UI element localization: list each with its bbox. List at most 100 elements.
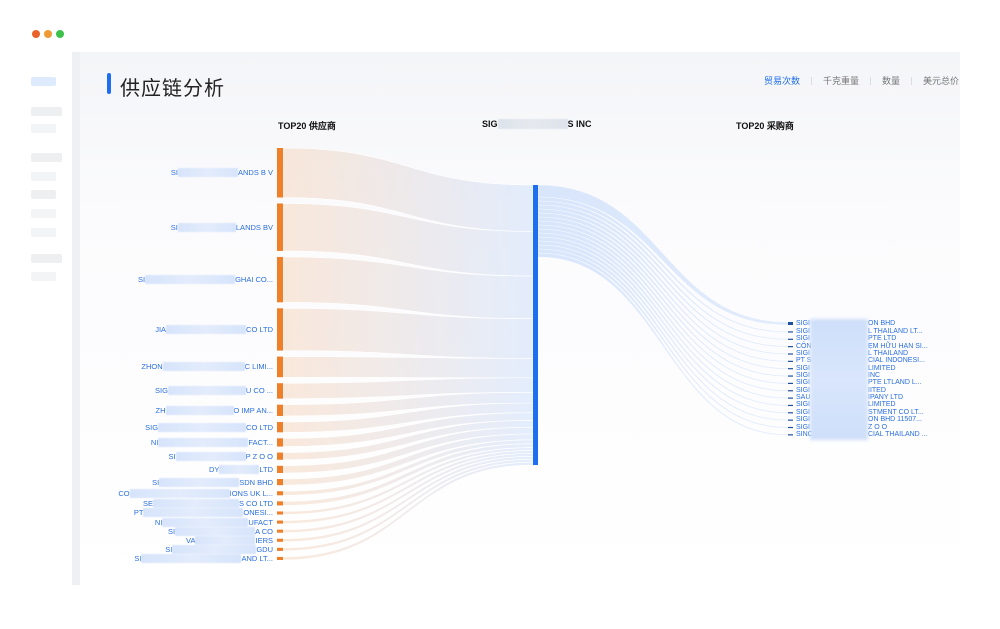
supplier-label[interactable]: JIA CO LTD bbox=[155, 324, 273, 334]
supplier-label[interactable]: SI LANDS BV bbox=[171, 222, 273, 232]
buyer-node[interactable] bbox=[788, 331, 793, 333]
redaction-blur bbox=[167, 386, 246, 396]
supplier-label-prefix: JIA bbox=[155, 324, 167, 334]
buyer-node[interactable] bbox=[788, 368, 793, 370]
sidebar-item-active[interactable] bbox=[31, 77, 56, 86]
buyer-node[interactable] bbox=[788, 338, 793, 340]
supplier-node[interactable] bbox=[277, 538, 283, 542]
buyer-label[interactable]: SIGI L THAILAND LT... bbox=[796, 328, 923, 336]
sidebar-item[interactable] bbox=[31, 272, 56, 281]
sidebar-item[interactable] bbox=[31, 107, 62, 116]
window-close-button[interactable] bbox=[32, 30, 40, 38]
supplier-label-prefix: SI bbox=[170, 168, 178, 178]
supplier-label[interactable]: SI A CO bbox=[168, 526, 273, 536]
buyer-label[interactable]: SAU IPANY LTD bbox=[796, 394, 903, 402]
supplier-node[interactable] bbox=[277, 438, 283, 447]
supplier-label[interactable]: PT ONESI... bbox=[134, 508, 273, 518]
supplier-label[interactable]: SIG CO LTD bbox=[145, 422, 273, 432]
supplier-node[interactable] bbox=[277, 148, 283, 198]
supplier-node[interactable] bbox=[277, 383, 283, 399]
window-minimize-button[interactable] bbox=[44, 30, 52, 38]
supplier-label[interactable]: NI FACT... bbox=[151, 437, 273, 447]
supplier-label[interactable]: SI AND LT... bbox=[134, 553, 273, 563]
buyer-label-suffix: CIAL THAILAND ... bbox=[868, 430, 928, 438]
supplier-label[interactable]: DY LTD bbox=[209, 464, 273, 474]
center-company-node[interactable] bbox=[533, 185, 538, 465]
buyer-label[interactable]: SIGI IITED bbox=[796, 387, 886, 395]
supplier-node[interactable] bbox=[277, 479, 283, 486]
redaction-blur bbox=[162, 517, 249, 527]
sidebar-item[interactable] bbox=[31, 209, 56, 218]
supplier-node[interactable] bbox=[277, 452, 283, 460]
buyer-flow-link[interactable] bbox=[537, 252, 789, 436]
buyer-label[interactable]: SIGI LIMITED bbox=[796, 365, 896, 373]
buyer-node[interactable] bbox=[788, 375, 793, 377]
supplier-node[interactable] bbox=[277, 356, 283, 378]
buyer-node[interactable] bbox=[788, 434, 793, 436]
tab-trade-count[interactable]: 贸易次数 bbox=[763, 76, 800, 86]
buyer-node[interactable] bbox=[788, 390, 793, 392]
buyer-label[interactable]: SIGI STMENT CO LT... bbox=[796, 409, 924, 417]
buyer-node[interactable] bbox=[788, 412, 793, 414]
supplier-node[interactable] bbox=[277, 556, 283, 560]
buyer-label[interactable]: SIGI PTE LTLAND L... bbox=[796, 379, 922, 387]
window-maximize-button[interactable] bbox=[56, 30, 64, 38]
tab-weight-kg[interactable]: 千克重量 bbox=[822, 76, 859, 86]
buyer-label[interactable]: SIGI INC bbox=[796, 372, 880, 380]
supplier-node[interactable] bbox=[277, 520, 283, 524]
buyer-label[interactable]: SIGI Z O O bbox=[796, 424, 887, 432]
redaction-blur bbox=[165, 405, 234, 415]
supplier-node[interactable] bbox=[277, 529, 283, 533]
tab-usd-total[interactable]: 美元总价 bbox=[922, 76, 959, 86]
buyer-node[interactable] bbox=[788, 404, 793, 407]
sidebar-item[interactable] bbox=[31, 172, 56, 181]
supplier-node[interactable] bbox=[277, 547, 283, 551]
sidebar-item[interactable] bbox=[31, 153, 62, 162]
supplier-node[interactable] bbox=[277, 256, 283, 303]
buyer-node[interactable] bbox=[788, 353, 793, 355]
buyer-label[interactable]: SINC CIAL THAILAND ... bbox=[796, 431, 928, 439]
tab-quantity[interactable]: 数量 bbox=[881, 76, 900, 86]
buyer-label[interactable]: CÔN ẸM HỮU HẠN SI... bbox=[796, 343, 928, 351]
buyer-label[interactable]: SIGI ON BHD 11507... bbox=[796, 416, 922, 424]
buyer-node[interactable] bbox=[788, 397, 793, 399]
supplier-node[interactable] bbox=[277, 511, 283, 515]
supplier-label[interactable]: SI SDN BHD bbox=[152, 477, 273, 487]
supplier-label[interactable]: SI GDU bbox=[165, 544, 273, 554]
supplier-node[interactable] bbox=[277, 203, 283, 251]
buyer-label[interactable]: SIGI PTE LTD bbox=[796, 335, 896, 343]
sidebar-item[interactable] bbox=[31, 190, 56, 199]
buyer-node[interactable] bbox=[788, 360, 793, 362]
supplier-flow-link[interactable] bbox=[282, 356, 534, 379]
buyer-label[interactable]: SIGI L THAILAND bbox=[796, 350, 908, 358]
supplier-label[interactable]: VA IERS bbox=[186, 535, 273, 545]
supplier-label[interactable]: SIG U CO ... bbox=[155, 386, 273, 396]
buyer-node[interactable] bbox=[788, 346, 793, 348]
supplier-label[interactable]: ZH O IMP AN... bbox=[156, 405, 273, 415]
supplier-label[interactable]: SE S CO LTD bbox=[143, 498, 273, 508]
sidebar-item[interactable] bbox=[31, 124, 56, 133]
supplier-label[interactable]: CO IONS UK L... bbox=[118, 488, 273, 498]
buyer-label[interactable]: SIGI LIMITED bbox=[796, 401, 896, 409]
buyer-label[interactable]: SIGI ON BHD bbox=[796, 320, 895, 328]
buyer-node[interactable] bbox=[788, 419, 793, 421]
supplier-node[interactable] bbox=[277, 404, 283, 417]
sidebar-item[interactable] bbox=[31, 228, 56, 237]
buyer-node[interactable] bbox=[788, 382, 793, 384]
buyer-node[interactable] bbox=[788, 426, 793, 429]
supplier-node[interactable] bbox=[277, 465, 283, 474]
sidebar-item[interactable] bbox=[31, 254, 62, 263]
supplier-node[interactable] bbox=[277, 501, 283, 506]
supplier-node[interactable] bbox=[277, 308, 283, 351]
redaction-blur bbox=[159, 477, 240, 487]
supplier-label[interactable]: SI P Z O O bbox=[169, 451, 273, 461]
supplier-label-suffix: LTD bbox=[259, 464, 273, 474]
supplier-label[interactable]: SI ANDS B V bbox=[171, 168, 273, 178]
supplier-label[interactable]: NI UFACT bbox=[155, 517, 273, 527]
buyer-label[interactable]: PT S CIAL INDONESI... bbox=[796, 357, 925, 365]
supplier-node[interactable] bbox=[277, 422, 283, 433]
supplier-node[interactable] bbox=[277, 491, 283, 496]
buyer-node[interactable] bbox=[788, 322, 793, 325]
supplier-label[interactable]: SI GHAI CO... bbox=[138, 275, 273, 285]
supplier-label[interactable]: ZHON C LIMI... bbox=[141, 362, 273, 372]
